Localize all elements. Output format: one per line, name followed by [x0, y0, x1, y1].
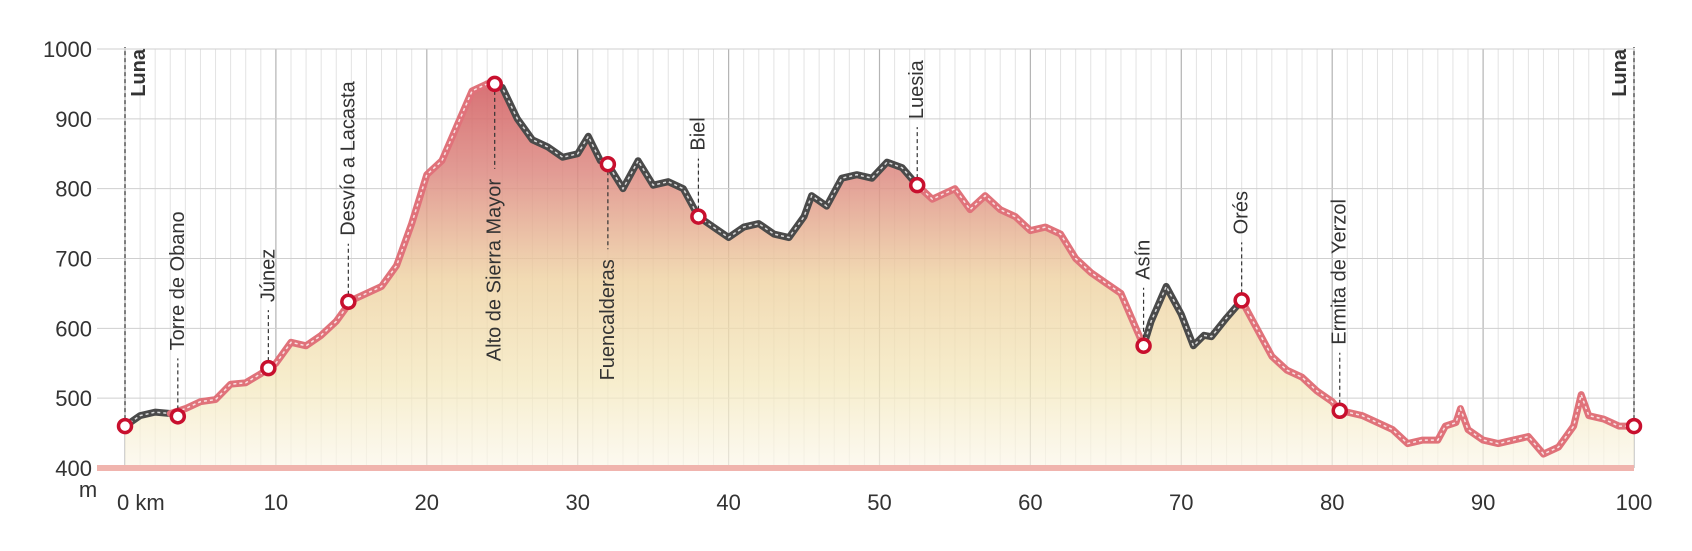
elevation-area	[125, 83, 1634, 469]
x-tick-label: 70	[1169, 490, 1193, 515]
waypoint-label: Fuencalderas	[597, 259, 619, 380]
waypoint-label: Desvío a Lacasta	[337, 80, 359, 235]
waypoint-label: Luesia	[906, 59, 928, 119]
y-tick-label: 900	[55, 107, 92, 132]
x-tick-label: 30	[565, 490, 589, 515]
waypoint-label: Júnez	[257, 249, 279, 302]
x-tick-label: 90	[1471, 490, 1495, 515]
y-tick-label: 600	[55, 316, 92, 341]
waypoint-label: Orés	[1231, 191, 1253, 234]
y-unit: m	[79, 477, 97, 502]
y-tick-label: 500	[55, 386, 92, 411]
x-tick-label: 50	[867, 490, 891, 515]
waypoint-marker	[340, 293, 357, 311]
x-tick-label: 10	[264, 490, 288, 515]
waypoint-label: Alto de Sierra Mayor	[484, 179, 506, 362]
waypoint-marker	[599, 155, 617, 173]
profile-line-inner	[170, 83, 488, 415]
waypoint-marker	[1135, 337, 1152, 355]
x-tick-label: 0 km	[117, 490, 165, 515]
x-tick-label: 80	[1320, 490, 1344, 515]
waypoint-label: Luna	[1609, 48, 1631, 97]
y-tick-label: 800	[55, 177, 92, 202]
waypoint-marker	[1233, 292, 1250, 309]
waypoint-label: Biel	[687, 117, 709, 150]
profile-line-inner	[124, 411, 171, 427]
x-tick-label: 20	[415, 490, 439, 515]
x-tick-label: 40	[716, 490, 740, 515]
waypoint-label: Ermita de Yerzol	[1329, 199, 1351, 345]
profile-line-inner	[916, 184, 1145, 347]
waypoint-marker	[486, 75, 503, 93]
waypoint-marker	[690, 208, 707, 225]
waypoint-marker	[1625, 417, 1643, 435]
waypoint-marker	[1331, 402, 1348, 419]
waypoint-label: Torre de Obano	[167, 211, 189, 350]
waypoint-marker	[169, 408, 187, 425]
y-tick-label: 1000	[43, 37, 92, 62]
y-tick-label: 400	[55, 456, 92, 481]
waypoint-label: Asín	[1133, 240, 1155, 280]
profile-line-inner	[1142, 284, 1243, 348]
x-tick-label: 60	[1018, 490, 1042, 515]
x-tick-label: 100	[1616, 490, 1653, 515]
waypoint-label: Luna	[128, 48, 150, 97]
label-layer: 0 km 10 20 30 40 50 60 70 80 90 100 400 500 600 700 800…	[43, 37, 1652, 515]
waypoint-marker	[908, 176, 926, 194]
y-tick-label: 700	[55, 247, 92, 272]
waypoint-marker	[116, 417, 134, 435]
area-layer	[97, 83, 1634, 471]
profile-line-inner	[1241, 300, 1634, 455]
waypoint-marker	[260, 359, 277, 377]
